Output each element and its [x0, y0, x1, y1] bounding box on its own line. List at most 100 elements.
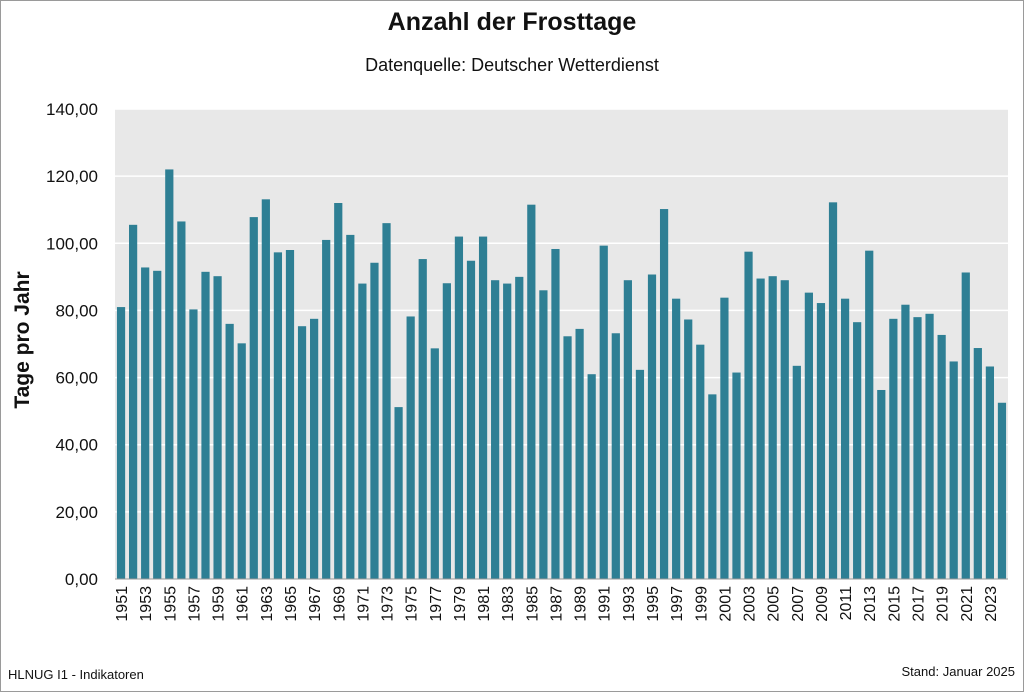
- bar-2014: [877, 389, 886, 579]
- y-axis-ticks: 0,00 20,00 40,00 60,00 80,00 100,00 120,00 140,…: [46, 100, 98, 589]
- bar-1951: [116, 307, 126, 579]
- bar-1953: [141, 267, 150, 579]
- bar-1971: [358, 283, 367, 579]
- bar-2001: [720, 297, 729, 579]
- bar-1995: [647, 274, 657, 579]
- bar-2017: [913, 317, 922, 579]
- bar-2021: [961, 272, 970, 579]
- x-tick-label: 1977: [428, 586, 445, 622]
- footer-date: Stand: Januar 2025: [901, 664, 1015, 679]
- bar-1964: [273, 252, 283, 579]
- x-tick-label: 2017: [910, 586, 927, 622]
- bar-1991: [599, 245, 608, 579]
- bar-1959: [213, 276, 222, 579]
- bar-1996: [659, 209, 669, 580]
- x-tick-label: 2023: [983, 586, 1000, 622]
- y-tick-label: 40,00: [55, 436, 98, 455]
- bar-1979: [454, 236, 464, 579]
- bar-1983: [503, 283, 512, 579]
- bar-1965: [285, 250, 295, 579]
- x-tick-label: 1989: [573, 586, 590, 622]
- x-tick-label: 2001: [717, 586, 734, 622]
- x-tick-label: 1995: [645, 586, 662, 622]
- bar-1969: [334, 203, 343, 579]
- x-tick-label: 1961: [235, 586, 252, 622]
- x-tick-label: 2019: [935, 586, 952, 622]
- bar-2005: [768, 276, 777, 579]
- bar-2002: [732, 372, 741, 579]
- x-tick-label: 2009: [814, 586, 831, 622]
- x-tick-label: 2011: [838, 586, 855, 621]
- bar-1993: [623, 280, 632, 579]
- y-tick-label: 60,00: [55, 369, 98, 388]
- y-tick-label: 120,00: [46, 167, 98, 186]
- x-tick-label: 1993: [621, 586, 638, 622]
- bar-1980: [466, 260, 476, 579]
- bar-1973: [382, 223, 391, 579]
- bar-1975: [406, 316, 415, 579]
- x-tick-label: 1979: [452, 586, 469, 622]
- bar-1987: [551, 248, 560, 580]
- bar-1956: [177, 221, 186, 579]
- bar-1997: [672, 298, 681, 579]
- x-tick-label: 1955: [162, 586, 179, 622]
- bar-1974: [394, 407, 403, 579]
- bar-1972: [370, 262, 379, 579]
- x-tick-label: 1999: [693, 586, 710, 622]
- chart-subtitle: Datenquelle: Deutscher Wetterdienst: [365, 55, 659, 75]
- y-tick-label: 80,00: [55, 301, 98, 320]
- y-tick-label: 100,00: [46, 234, 98, 253]
- bar-1985: [527, 204, 536, 579]
- bar-2008: [804, 292, 813, 579]
- bar-2007: [792, 365, 801, 579]
- bar-1954: [153, 270, 162, 579]
- bar-1952: [129, 224, 138, 579]
- y-axis-label: Tage pro Jahr: [11, 271, 34, 408]
- bar-1957: [189, 309, 198, 579]
- bar-1960: [225, 323, 234, 579]
- bar-1981: [478, 236, 488, 579]
- x-tick-label: 2005: [766, 586, 783, 622]
- x-tick-label: 2007: [790, 586, 807, 622]
- bar-1976: [418, 259, 427, 579]
- bar-2003: [744, 251, 753, 579]
- bar-2020: [949, 361, 958, 579]
- bar-1990: [587, 374, 596, 579]
- bar-2010: [828, 202, 838, 579]
- y-tick-label: 20,00: [55, 503, 98, 522]
- bar-2006: [780, 280, 789, 579]
- x-tick-label: 1985: [524, 586, 541, 622]
- x-tick-label: 1967: [307, 586, 324, 622]
- x-tick-label: 2013: [862, 586, 879, 622]
- x-tick-label: 1981: [476, 586, 493, 622]
- bar-1955: [165, 169, 174, 579]
- y-tick-label: 0,00: [65, 570, 98, 589]
- x-tick-label: 1953: [138, 586, 155, 622]
- x-tick-label: 2021: [959, 586, 976, 622]
- bar-1998: [684, 319, 693, 579]
- bar-2015: [889, 318, 898, 579]
- bar-1970: [346, 234, 355, 579]
- x-tick-label: 1963: [259, 586, 276, 622]
- bar-1992: [611, 333, 620, 579]
- bar-1958: [201, 271, 210, 579]
- bar-2016: [901, 304, 910, 579]
- x-tick-label: 1997: [669, 586, 686, 622]
- y-tick-label: 140,00: [46, 100, 98, 119]
- bar-1994: [635, 369, 645, 579]
- bar-2013: [865, 250, 874, 580]
- bar-1989: [575, 328, 584, 579]
- bar-1963: [261, 199, 270, 579]
- bar-2012: [853, 322, 862, 579]
- bar-1968: [322, 239, 331, 579]
- x-tick-label: 1957: [186, 586, 203, 622]
- x-tick-label: 1969: [331, 586, 348, 622]
- x-tick-label: 2015: [886, 586, 903, 622]
- bar-2022: [973, 348, 982, 579]
- bar-1999: [696, 344, 705, 579]
- bar-1962: [249, 217, 258, 579]
- footer-source: HLNUG I1 - Indikatoren: [8, 667, 144, 682]
- x-axis-ticks: 1951 1953 1955 1957 1959 1961 1963 1965 1967 1969…: [114, 586, 1000, 622]
- bar-2004: [756, 278, 765, 579]
